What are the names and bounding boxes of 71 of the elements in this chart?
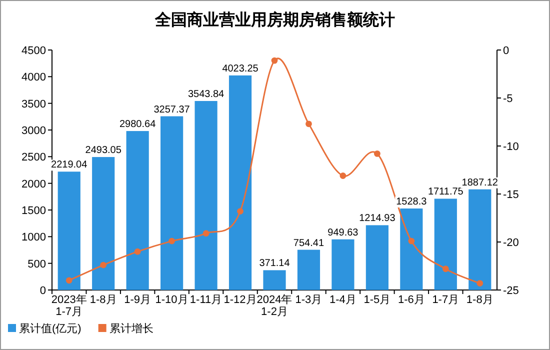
bar (263, 270, 286, 290)
y-tick-label: 500 (28, 258, 46, 270)
y-tick-label: 4500 (22, 45, 46, 57)
x-tick-label: 1-5月 (364, 294, 391, 306)
data-label: 949.63 (328, 227, 359, 238)
data-label: 371.14 (259, 258, 290, 270)
legend-label: 累计增长 (109, 322, 154, 335)
point (374, 150, 380, 157)
bar (468, 189, 492, 290)
x-tick-label: 1-12月 (224, 294, 257, 306)
y-tick-label: 2500 (22, 152, 46, 164)
data-label: 2980.64 (120, 119, 156, 130)
point (66, 277, 72, 284)
y-tick-label: 2000 (22, 178, 46, 190)
point (202, 230, 210, 237)
x-tick-label: 1-3月 (295, 294, 322, 306)
bar (58, 172, 80, 290)
point (442, 266, 449, 272)
x-tick-label: 1-7月 (432, 294, 460, 306)
data-label: 3257.37 (154, 104, 190, 116)
point (306, 120, 312, 128)
x-tick-label: 1-9月 (124, 294, 152, 306)
y-tick-label: 3500 (22, 98, 46, 110)
point (168, 238, 176, 244)
point (100, 262, 107, 268)
bar (194, 100, 218, 290)
bar (126, 131, 149, 290)
x-tick-label: 2024年 1-2月 (256, 294, 292, 318)
y-tick-label: 4000 (22, 72, 46, 84)
data-label: 3543.84 (188, 88, 225, 100)
y2-tick-label: -20 (503, 237, 519, 249)
bar (434, 198, 457, 290)
y2-tick-label: -5 (503, 93, 513, 105)
y2-tick-label: 0 (503, 45, 510, 57)
legend-label: 累计值(亿元) (19, 322, 82, 335)
point (134, 248, 141, 255)
data-label: 4023.25 (222, 63, 259, 74)
bar (366, 225, 388, 290)
bar (332, 239, 354, 290)
bar (92, 157, 115, 290)
y2-tick-label: -15 (503, 189, 519, 201)
y-tick-label: 1000 (22, 232, 46, 244)
point (271, 57, 278, 64)
data-label: 2493.05 (85, 145, 122, 156)
x-tick-label: 1-6月 (398, 294, 425, 306)
data-label: 1528.3 (396, 196, 428, 208)
y-tick-label: 0 (40, 285, 46, 297)
bar (160, 116, 184, 290)
x-tick-label: 1-8月 (90, 294, 117, 306)
x-tick-label: 2023年 1-7月 (51, 294, 87, 318)
x-tick-label: 1-4月 (330, 294, 356, 306)
x-tick-label: 1-11月 (190, 294, 222, 306)
y2-tick-label: -10 (503, 141, 519, 153)
x-tick-label: 1-8月 (466, 294, 494, 306)
point (476, 280, 484, 286)
y-tick-label: 1500 (22, 205, 46, 217)
data-label: 754.41 (293, 238, 324, 249)
point (340, 172, 346, 179)
data-label: 1711.75 (428, 186, 464, 198)
data-label: 2219.04 (51, 160, 88, 171)
point (237, 208, 244, 214)
y-tick-label: 3000 (22, 125, 46, 137)
point (408, 238, 415, 244)
y2-tick-label: -25 (503, 285, 519, 297)
bar (228, 75, 252, 290)
data-label: 1887.12 (462, 177, 498, 188)
data-label: 1214.93 (359, 213, 396, 224)
bar (400, 208, 423, 290)
x-tick-label: 1-10月 (155, 294, 188, 306)
bar (297, 250, 320, 290)
chart-title: 全国商业营业用房期房销售额统计 (154, 10, 395, 29)
